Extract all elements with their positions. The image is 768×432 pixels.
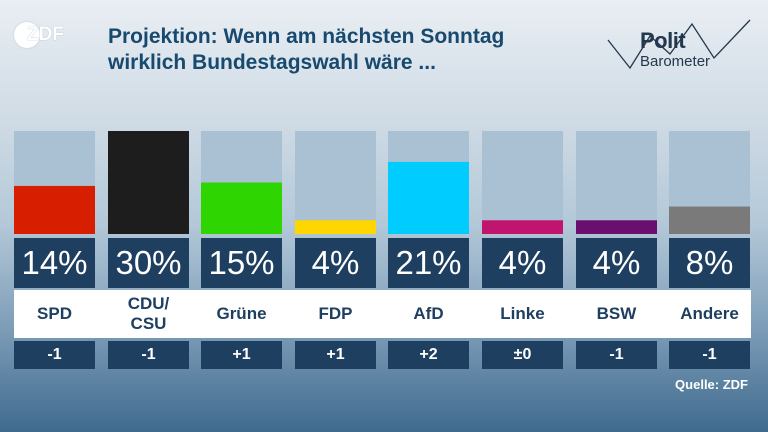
bar-gruene xyxy=(201,182,282,234)
change-label-cdu-csu: -1 xyxy=(108,341,189,369)
category-label-andere: Andere xyxy=(669,290,750,338)
change-label-linke: ±0 xyxy=(482,341,563,369)
category-label-bsw: BSW xyxy=(576,290,657,338)
bar-linke xyxy=(482,220,563,234)
change-label-afd: +2 xyxy=(388,341,469,369)
value-label-cdu-csu: 30% xyxy=(108,238,189,288)
bar-track-linke xyxy=(482,131,563,234)
chart-title-line-1: Projektion: Wenn am nächsten Sonntag xyxy=(108,25,505,48)
zdf-logo: ZDF xyxy=(14,22,80,48)
category-label-linke: Linke xyxy=(482,290,563,338)
bar-track-bsw xyxy=(576,131,657,234)
bar-fdp xyxy=(295,220,376,234)
politbarometer-sub: Barometer xyxy=(640,53,711,70)
value-label-spd: 14% xyxy=(14,238,95,288)
value-label-linke: 4% xyxy=(482,238,563,288)
zdf-logo-text: ZDF xyxy=(27,24,64,45)
politbarometer-logo-mark xyxy=(607,19,751,70)
change-label-spd: -1 xyxy=(14,341,95,369)
politbarometer-word: Polit xyxy=(640,28,686,53)
change-label-bsw: -1 xyxy=(576,341,657,369)
change-label-fdp: +1 xyxy=(295,341,376,369)
politbarometer-logo: Polit Barometer xyxy=(600,10,760,80)
category-label-cdu-csu: CDU/ CSU xyxy=(108,290,189,338)
bar-cdu-csu xyxy=(108,131,189,234)
category-label-spd: SPD xyxy=(14,290,95,338)
category-label-gruene: Grüne xyxy=(201,290,282,338)
category-label-afd: AfD xyxy=(388,290,469,338)
bar-bsw xyxy=(576,220,657,234)
value-label-bsw: 4% xyxy=(576,238,657,288)
value-label-afd: 21% xyxy=(388,238,469,288)
value-label-andere: 8% xyxy=(669,238,750,288)
category-label-fdp: FDP xyxy=(295,290,376,338)
zdf-logo-circle xyxy=(14,22,40,48)
value-label-gruene: 15% xyxy=(201,238,282,288)
change-label-gruene: +1 xyxy=(201,341,282,369)
change-label-andere: -1 xyxy=(669,341,750,369)
chart-title: Projektion: Wenn am nächsten Sonntag wir… xyxy=(108,24,568,76)
chart-title-line-2: wirklich Bundestagswahl wäre ... xyxy=(108,51,436,74)
value-label-fdp: 4% xyxy=(295,238,376,288)
bar-track-fdp xyxy=(295,131,376,234)
bar-spd xyxy=(14,185,95,234)
bar-afd xyxy=(388,161,469,234)
bar-andere xyxy=(669,206,750,234)
source-note: Quelle: ZDF xyxy=(675,377,748,392)
